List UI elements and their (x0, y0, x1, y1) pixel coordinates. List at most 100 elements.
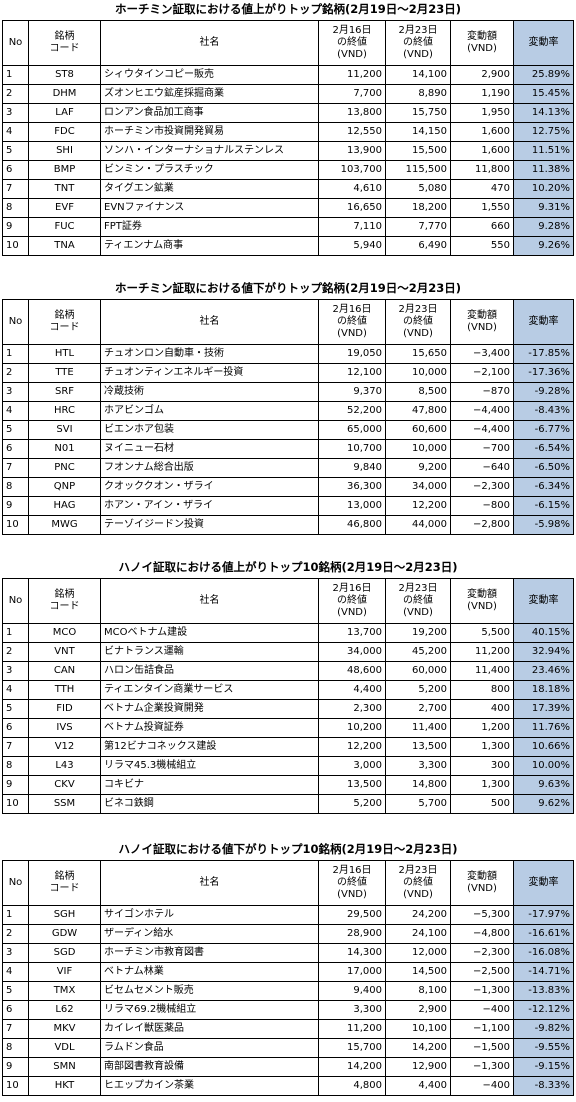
table-cell: −1,500 (450, 1038, 514, 1058)
table-cell: 9.63% (513, 775, 574, 795)
table-cell: 9,840 (318, 458, 386, 478)
table-row: 2 GDW ザーディン給水 28,900 24,100 −4,800 -16.61% (2, 924, 574, 944)
table-cell: 15,500 (385, 141, 451, 161)
table-cell: SGH (28, 905, 101, 925)
table-cell: 19,200 (385, 623, 451, 643)
table-cell: ホアン・アイン・ザライ (100, 496, 319, 516)
table-cell: -9.55% (513, 1038, 574, 1058)
table-cell: -8.43% (513, 401, 574, 421)
table-cell: −4,400 (450, 420, 514, 440)
table-cell: TTH (28, 680, 101, 700)
header-text: 2月23日 (398, 865, 438, 876)
table-cell: HAG (28, 496, 101, 516)
table-cell: 11,800 (450, 160, 514, 180)
header-cell: 2月16日 の終値 (VND) (318, 20, 386, 66)
header-row: No 銘柄 コード 社名 2月16日 の終値 (VND) 2月23日 の終値 (VND) 変動額 (V… (2, 20, 574, 66)
header-cell: No (2, 578, 29, 624)
table-cell: HRC (28, 401, 101, 421)
table-cell: 4,800 (318, 1076, 386, 1096)
header-cell: 銘柄 コード (28, 578, 101, 624)
table-cell: FPT証券 (100, 217, 319, 237)
table-cell: 11,200 (450, 642, 514, 662)
table-cell: 7 (2, 1019, 29, 1039)
table-row: 9 FUC FPT証券 7,110 7,770 660 9.28% (2, 217, 574, 237)
header-cell: 変動率 (513, 860, 574, 906)
table-cell: 4,610 (318, 179, 386, 199)
table-cell: 5 (2, 141, 29, 161)
table-cell: コキビナ (100, 775, 319, 795)
table-cell: 8,890 (385, 84, 451, 104)
table-cell: リラマ45.3機械組立 (100, 756, 319, 776)
table-cell: 800 (450, 680, 514, 700)
table-cell: EVF (28, 198, 101, 218)
table-cell: フオンナム総合出版 (100, 458, 319, 478)
table-cell: 10 (2, 515, 29, 535)
table-cell: ヌイニュー石材 (100, 439, 319, 459)
table-cell: 60,000 (385, 661, 451, 681)
table-cell: 23.46% (513, 661, 574, 681)
header-text: 変動率 (528, 595, 559, 606)
table-cell: -6.54% (513, 439, 574, 459)
table-row: 4 VIF ベトナム林業 17,000 14,500 −2,500 -14.71% (2, 962, 574, 982)
header-text: 2月16日 (332, 865, 372, 876)
table-cell: ビンミン・プラスチック (100, 160, 319, 180)
table-cell: −2,300 (450, 943, 514, 963)
table-cell: 9,370 (318, 382, 386, 402)
table-cell: 12,200 (318, 737, 386, 757)
header-cell: 2月23日 の終値 (VND) (385, 20, 451, 66)
header-cell: 変動額 (VND) (450, 20, 514, 66)
table-cell: 7,700 (318, 84, 386, 104)
table-row: 4 TTH ティエンタイン商業サービス 4,400 5,200 800 18.18% (2, 680, 574, 700)
header-cell: 社名 (100, 20, 319, 66)
table-cell: L43 (28, 756, 101, 776)
header-text: (VND) (467, 43, 497, 54)
table-cell: 1 (2, 905, 29, 925)
table-cell: チュオンロン自動車・技術 (100, 344, 319, 364)
table-cell: -12.12% (513, 1000, 574, 1020)
table-cell: −640 (450, 458, 514, 478)
header-text: (VND) (337, 607, 367, 618)
table-cell: 6 (2, 718, 29, 738)
table-cell: 9 (2, 217, 29, 237)
table-cell: 5,940 (318, 236, 386, 256)
table-cell: −1,300 (450, 981, 514, 1001)
table-cell: TNT (28, 179, 101, 199)
header-text: 変動額 (467, 310, 497, 321)
table-cell: サイゴンホテル (100, 905, 319, 925)
table-cell: 3 (2, 943, 29, 963)
table-cell: -6.34% (513, 477, 574, 497)
table-cell: GDW (28, 924, 101, 944)
header-row: No 銘柄 コード 社名 2月16日 の終値 (VND) 2月23日 の終値 (VND) 変動額 (V… (2, 299, 574, 345)
table-cell: −700 (450, 439, 514, 459)
table-row: 7 PNC フオンナム総合出版 9,840 9,200 −640 -6.50% (2, 458, 574, 478)
table-row: 2 TTE チュオンティンエネルギー投資 12,100 10,000 −2,100 -17.… (2, 363, 574, 383)
header-text: の終値 (337, 316, 367, 327)
table-cell: VNT (28, 642, 101, 662)
table-row: 6 N01 ヌイニュー石材 10,700 10,000 −700 -6.54% (2, 439, 574, 459)
table-cell: 45,200 (385, 642, 451, 662)
table-row: 3 SRF 冷蔵技術 9,370 8,500 −870 -9.28% (2, 382, 574, 402)
header-text: (VND) (337, 328, 367, 339)
table-cell: 550 (450, 236, 514, 256)
table-cell: L62 (28, 1000, 101, 1020)
table-cell: 15,650 (385, 344, 451, 364)
table-cell: -6.77% (513, 420, 574, 440)
header-text: 2月16日 (332, 304, 372, 315)
table-cell: 14.13% (513, 103, 574, 123)
table-cell: 4 (2, 680, 29, 700)
header-text: 社名 (199, 595, 220, 606)
table-cell: 12,200 (385, 496, 451, 516)
table-cell: 11,400 (385, 718, 451, 738)
section: ホーチミン証取における値下がりトップ銘柄(2月19日～2月23日) No 銘柄 コード… (0, 279, 576, 535)
table-cell: 7,770 (385, 217, 451, 237)
table-cell: 10,100 (385, 1019, 451, 1039)
table-cell: 1,300 (450, 737, 514, 757)
table-cell: 13,700 (318, 623, 386, 643)
header-text: (VND) (403, 328, 433, 339)
table-cell: SRF (28, 382, 101, 402)
table-cell: MCOベトナム建設 (100, 623, 319, 643)
header-text: (VND) (467, 322, 497, 333)
table-cell: 13,500 (318, 775, 386, 795)
table-cell: ティエンナム商事 (100, 236, 319, 256)
